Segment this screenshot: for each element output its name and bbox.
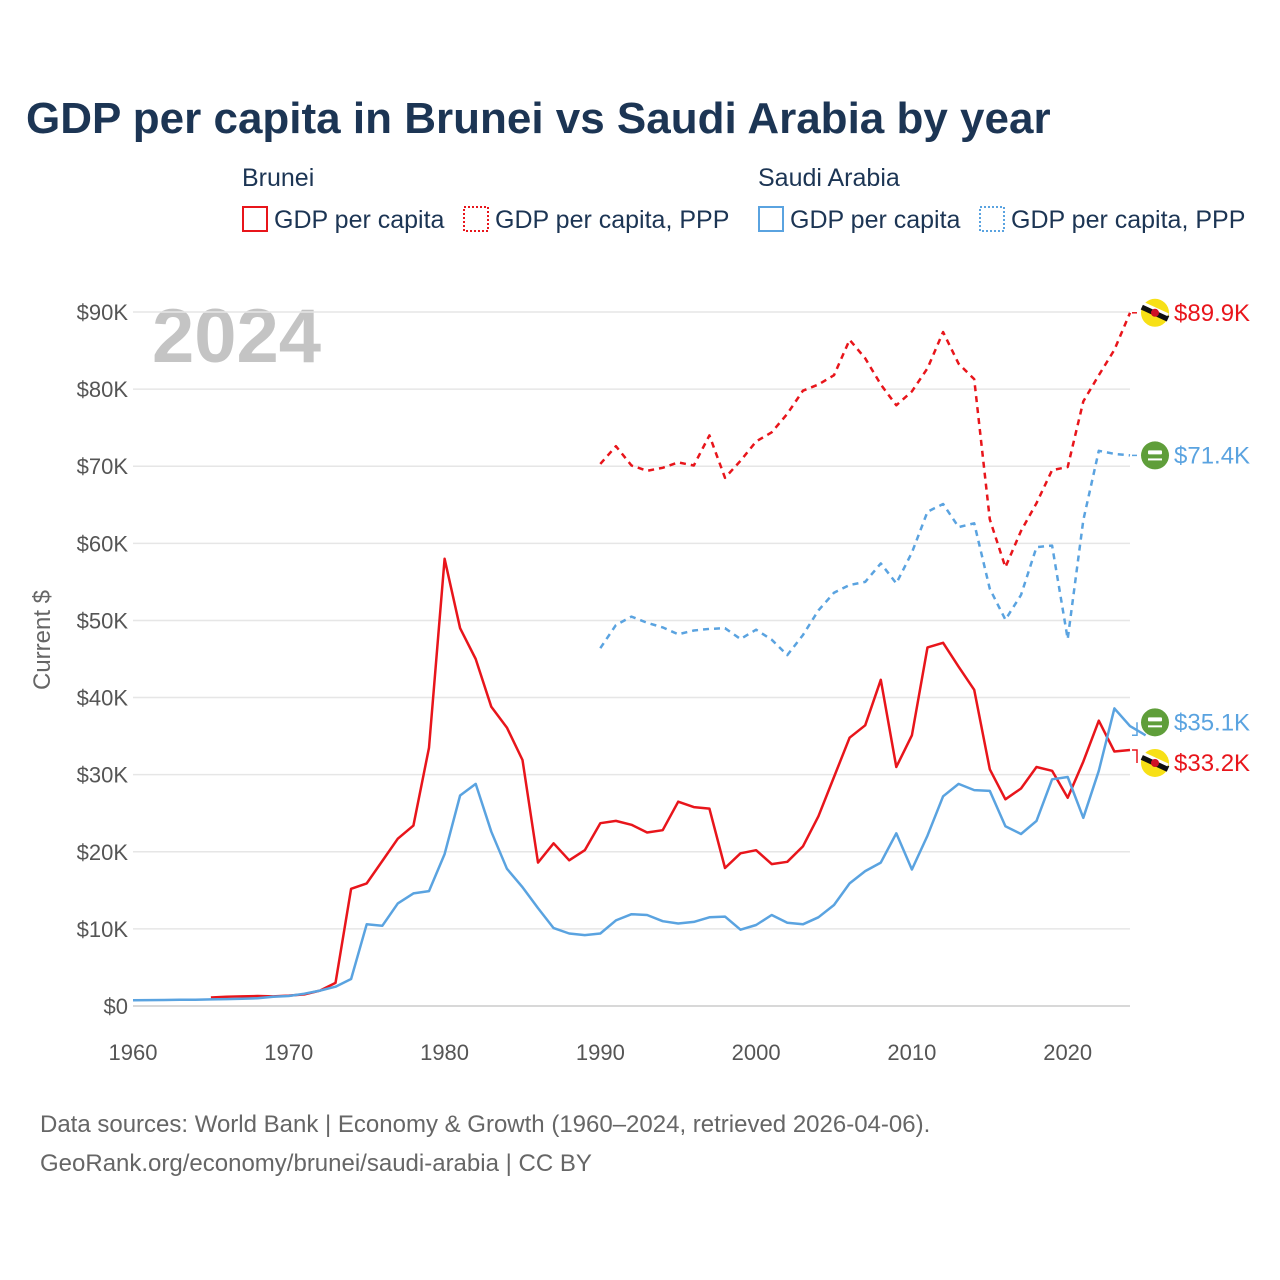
y-axis-ticks: $0 $10K $20K $30K $40K $50K $60K $70K $80K $90K [77,300,129,1019]
series-line [210,557,1131,999]
end-value-label: $89.9K [1174,300,1250,327]
flag-script [1148,717,1162,722]
x-tick-label: 1960 [109,1040,158,1065]
page-title: GDP per capita in Brunei vs Saudi Arabia… [26,94,1051,143]
legend-label-saudi-ppp: GDP per capita, PPP [1011,206,1245,234]
series-line [599,312,1132,569]
legend-country-saudi-arabia: Saudi Arabia [758,164,900,192]
y-tick-label: $70K [77,454,129,479]
y-axis-label: Current $ [29,590,56,690]
series-line [132,707,1147,1002]
flag-disc [1141,708,1169,737]
end-value-label: $71.4K [1174,442,1250,469]
y-tick-label: $50K [77,608,129,633]
legend: Brunei GDP per capita GDP per capita, PP… [242,164,1245,234]
end-labels: $89.9K $71.4K $35.1K $33.2K [1132,298,1250,777]
flag-disc [1141,441,1169,470]
legend-swatch-brunei-ppp [463,206,489,232]
end-label-connector [1132,722,1138,737]
saudi-arabia-flag-icon [1141,441,1169,470]
source-note: Data sources: World Bank | Economy & Gro… [40,1111,930,1138]
y-tick-label: $0 [104,994,128,1019]
end-label-connector [1132,749,1138,763]
legend-label-brunei-ppp: GDP per capita, PPP [495,206,729,234]
legend-label-saudi-gdp: GDP per capita [790,206,961,234]
brunei-flag-icon [1140,748,1170,777]
legend-label-brunei-gdp: GDP per capita [274,206,445,234]
y-tick-label: $90K [77,300,129,325]
legend-swatch-brunei-gdp [242,206,268,232]
brunei-flag-icon [1140,298,1170,327]
x-tick-label: 1990 [576,1040,625,1065]
flag-emblem [1151,758,1159,767]
legend-swatch-saudi-ppp [979,206,1005,232]
y-tick-label: $60K [77,531,129,556]
x-tick-label: 1970 [264,1040,313,1065]
flag-script [1148,450,1162,455]
y-tick-label: $30K [77,763,129,788]
x-tick-label: 2020 [1043,1040,1092,1065]
x-tick-label: 2000 [732,1040,781,1065]
series-lines [132,312,1147,1002]
saudi-arabia-flag-icon [1141,708,1169,737]
gridlines [133,311,1130,1007]
y-tick-label: $80K [77,377,129,402]
legend-country-brunei: Brunei [242,164,314,192]
x-tick-label: 2010 [887,1040,936,1065]
x-axis-ticks: 1960 1970 1980 1990 2000 2010 2020 [109,1040,1093,1065]
year-watermark: 2024 [152,294,321,379]
end-value-label: $35.1K [1174,709,1250,736]
flag-emblem [1151,308,1159,317]
y-tick-label: $40K [77,686,129,711]
series-line [599,449,1131,657]
end-value-label: $33.2K [1174,750,1250,777]
y-tick-label: $20K [77,840,129,865]
y-tick-label: $10K [77,917,129,942]
x-tick-label: 1980 [420,1040,469,1065]
source-url: GeoRank.org/economy/brunei/saudi-arabia … [40,1150,592,1177]
legend-swatch-saudi-gdp [758,206,784,232]
